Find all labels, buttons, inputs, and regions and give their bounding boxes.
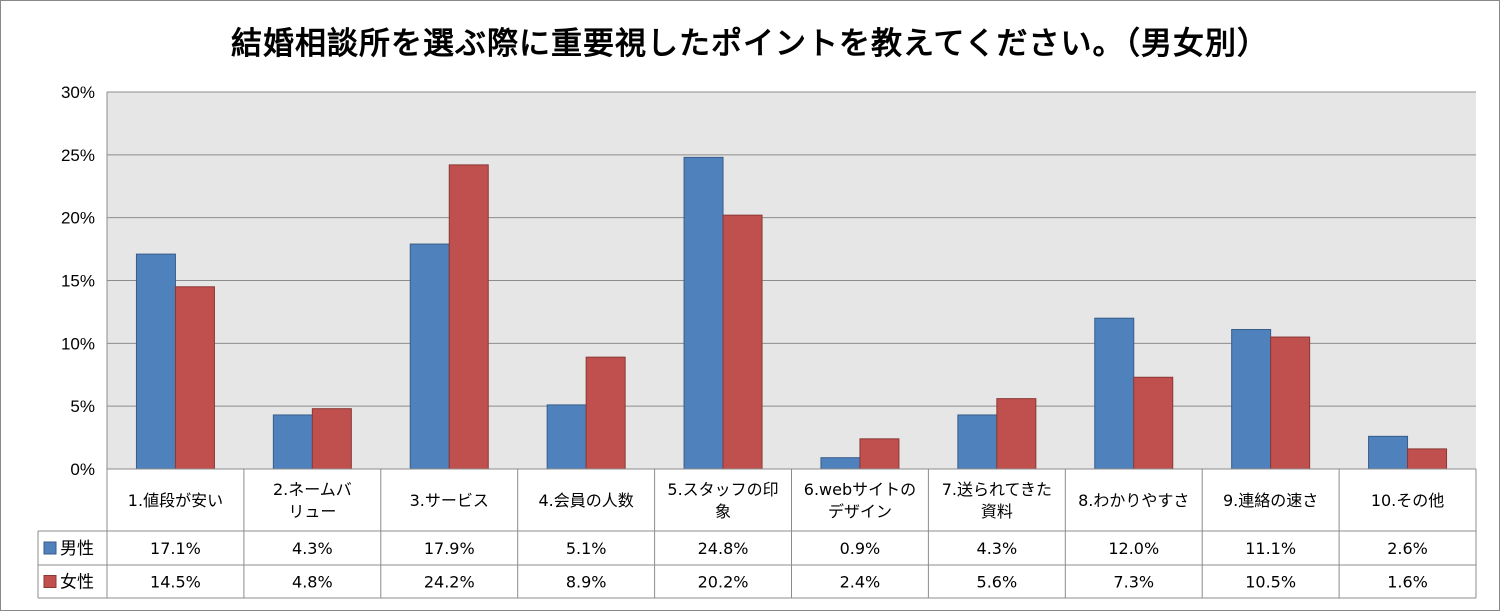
table-value: 11.1% bbox=[1245, 539, 1296, 558]
bar-female bbox=[448, 164, 489, 470]
table-value: 1.6% bbox=[1387, 573, 1428, 592]
table-value: 5.6% bbox=[977, 573, 1018, 592]
legend-label: 男性 bbox=[60, 539, 94, 559]
category-label: 9.連絡の速さ bbox=[1223, 491, 1318, 510]
table-value: 7.3% bbox=[1113, 573, 1154, 592]
category-label: 4.会員の人数 bbox=[539, 491, 634, 510]
category-label: 10.その他 bbox=[1371, 491, 1444, 510]
bar-male bbox=[272, 414, 313, 470]
y-tick-label: 0% bbox=[70, 460, 95, 479]
category-label: 象 bbox=[715, 502, 731, 521]
bar-male bbox=[957, 414, 998, 470]
y-tick-label: 25% bbox=[61, 146, 95, 165]
table-value: 10.5% bbox=[1245, 573, 1296, 592]
category-label: 資料 bbox=[981, 502, 1013, 521]
bar-female bbox=[722, 214, 763, 470]
category-label: 1.値段が安い bbox=[128, 491, 223, 510]
bar-male bbox=[1094, 317, 1135, 470]
bar-male bbox=[135, 253, 176, 470]
bar-male bbox=[546, 404, 587, 470]
bar-female bbox=[174, 286, 215, 470]
y-tick-label: 30% bbox=[61, 83, 95, 102]
table-value: 17.1% bbox=[150, 539, 201, 558]
category-label: デザイン bbox=[828, 502, 892, 521]
category-label: 8.わかりやすさ bbox=[1078, 491, 1189, 510]
table-value: 24.8% bbox=[698, 539, 749, 558]
y-tick-label: 5% bbox=[70, 397, 95, 416]
category-label: 3.サービス bbox=[410, 491, 489, 510]
table-value: 8.9% bbox=[566, 573, 607, 592]
y-tick-label: 10% bbox=[61, 334, 95, 353]
bar-male bbox=[1368, 435, 1409, 470]
bar-female bbox=[311, 408, 352, 470]
bar-female bbox=[1133, 376, 1174, 470]
table-value: 2.6% bbox=[1387, 539, 1428, 558]
table-value: 5.1% bbox=[566, 539, 607, 558]
category-label: 6.webサイトの bbox=[804, 480, 916, 499]
table-value: 20.2% bbox=[698, 573, 749, 592]
table-value: 12.0% bbox=[1108, 539, 1159, 558]
table-value: 4.8% bbox=[292, 573, 333, 592]
table-value: 24.2% bbox=[424, 573, 475, 592]
table-value: 17.9% bbox=[424, 539, 475, 558]
y-tick-label: 15% bbox=[61, 272, 95, 291]
table-value: 14.5% bbox=[150, 573, 201, 592]
bar-male bbox=[1231, 329, 1272, 470]
bar-female bbox=[859, 438, 900, 470]
category-label: リュー bbox=[288, 502, 336, 521]
legend-key bbox=[43, 541, 57, 555]
category-label: 2.ネームバ bbox=[273, 480, 352, 499]
table-value: 0.9% bbox=[840, 539, 881, 558]
category-label: 7.送られてきた bbox=[942, 480, 1052, 499]
legend-label: 女性 bbox=[60, 573, 94, 593]
bar-female bbox=[1270, 336, 1311, 470]
bar-male bbox=[820, 457, 861, 470]
bar-male bbox=[683, 156, 724, 470]
bar-female bbox=[585, 356, 626, 470]
table-value: 4.3% bbox=[977, 539, 1018, 558]
category-label: 5.スタッフの印 bbox=[667, 480, 778, 499]
legend-key bbox=[43, 575, 57, 588]
bar-female bbox=[1407, 448, 1448, 470]
y-tick-label: 20% bbox=[61, 209, 95, 228]
table-value: 4.3% bbox=[292, 539, 333, 558]
table-value: 2.4% bbox=[840, 573, 881, 592]
bar-female bbox=[996, 398, 1037, 470]
chart-title: 結婚相談所を選ぶ際に重要視したポイントを教えてください。（男女別） bbox=[230, 26, 1270, 62]
bar-male bbox=[409, 243, 450, 470]
